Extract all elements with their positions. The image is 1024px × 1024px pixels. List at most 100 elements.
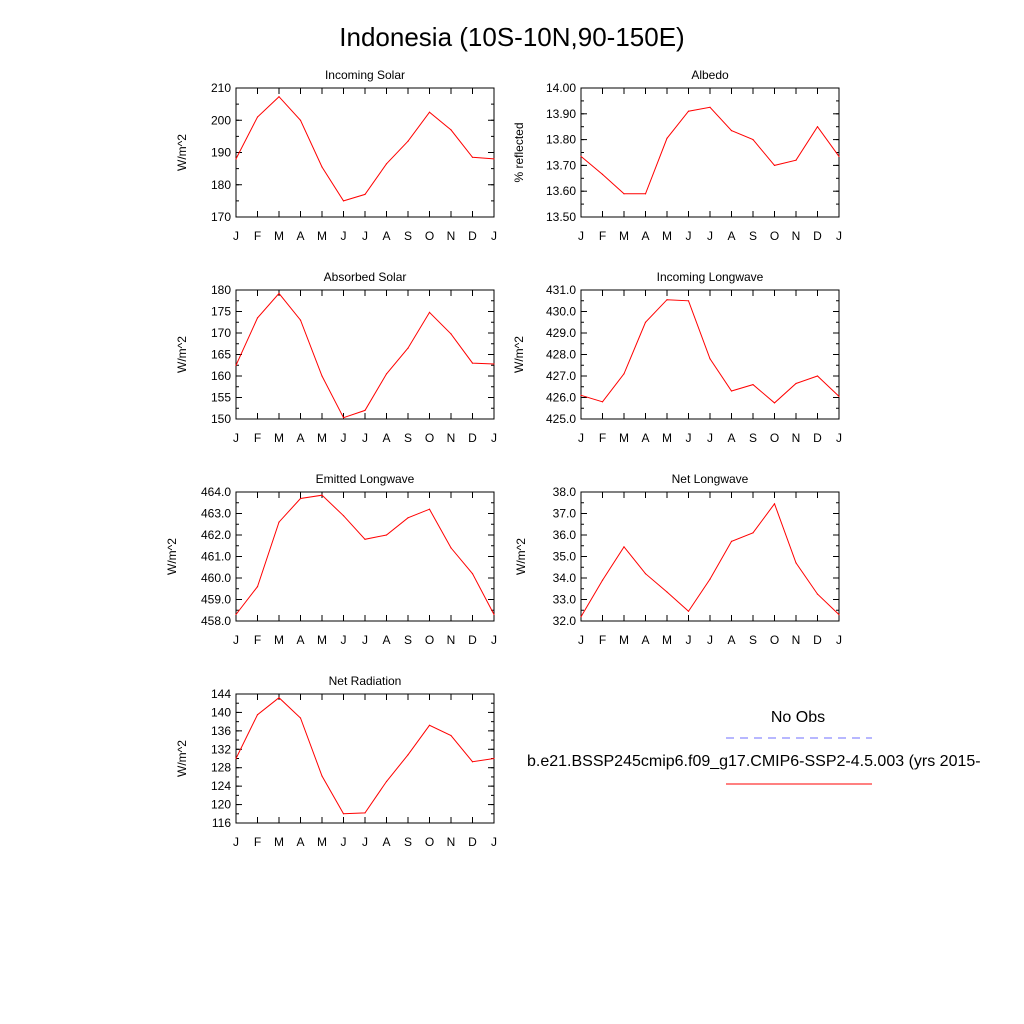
data-point bbox=[407, 517, 409, 519]
plot-frame bbox=[580, 289, 840, 420]
y-tick-label: 155 bbox=[211, 391, 231, 405]
data-point bbox=[795, 382, 797, 385]
x-tick-label: S bbox=[404, 229, 412, 243]
x-tick-label: A bbox=[382, 633, 390, 647]
data-point bbox=[644, 573, 647, 575]
x-tick-label: A bbox=[382, 229, 390, 243]
data-point bbox=[428, 508, 431, 510]
data-point bbox=[493, 363, 495, 365]
y-tick-label: 180 bbox=[211, 178, 231, 192]
data-point bbox=[601, 401, 604, 403]
x-tick-label: J bbox=[362, 431, 368, 445]
x-tick-label: M bbox=[619, 633, 629, 647]
x-tick-label: S bbox=[749, 229, 757, 243]
data-point bbox=[364, 538, 366, 540]
x-tick-label: A bbox=[727, 431, 735, 445]
y-tick-label: 13.50 bbox=[546, 210, 576, 224]
x-tick-label: M bbox=[662, 633, 672, 647]
data-point bbox=[580, 394, 582, 396]
plot-frame bbox=[235, 87, 495, 218]
data-point bbox=[816, 593, 819, 595]
x-tick-label: J bbox=[686, 633, 692, 647]
data-point bbox=[493, 158, 495, 160]
data-point bbox=[601, 579, 604, 581]
x-tick-label: F bbox=[599, 633, 606, 647]
x-tick-label: M bbox=[274, 229, 284, 243]
y-tick-label: 32.0 bbox=[553, 614, 577, 628]
y-tick-label: 426.0 bbox=[546, 391, 576, 405]
y-tick-label: 425.0 bbox=[546, 412, 576, 426]
x-tick-label: J bbox=[707, 633, 713, 647]
x-tick-label: J bbox=[707, 229, 713, 243]
x-tick-label: J bbox=[686, 229, 692, 243]
data-point bbox=[256, 714, 259, 716]
plot-frame bbox=[235, 491, 495, 622]
data-point bbox=[752, 384, 754, 386]
data-point bbox=[428, 724, 431, 726]
y-tick-label: 160 bbox=[211, 369, 231, 383]
data-point bbox=[687, 610, 690, 612]
x-tick-label: D bbox=[468, 835, 477, 849]
data-point bbox=[450, 333, 452, 335]
data-point bbox=[471, 156, 474, 158]
series-line bbox=[235, 292, 495, 419]
data-point bbox=[385, 534, 388, 536]
y-tick-label: 180 bbox=[211, 283, 231, 297]
data-point bbox=[278, 521, 280, 523]
data-point bbox=[450, 547, 452, 549]
y-axis-label: W/m^2 bbox=[165, 538, 179, 575]
y-axis-label: W/m^2 bbox=[175, 740, 189, 777]
data-point bbox=[752, 139, 754, 141]
x-tick-label: S bbox=[404, 431, 412, 445]
x-tick-label: J bbox=[836, 229, 842, 243]
data-point bbox=[342, 200, 345, 202]
y-tick-label: 170 bbox=[211, 326, 231, 340]
y-tick-label: 461.0 bbox=[201, 550, 231, 564]
x-tick-label: O bbox=[425, 633, 434, 647]
y-tick-label: 459.0 bbox=[201, 593, 231, 607]
y-axis-label: W/m^2 bbox=[514, 538, 528, 575]
data-point bbox=[342, 813, 345, 815]
data-point bbox=[407, 347, 409, 349]
x-tick-label: A bbox=[296, 835, 304, 849]
x-tick-label: J bbox=[341, 633, 347, 647]
data-point bbox=[623, 373, 625, 375]
y-tick-label: 13.80 bbox=[546, 133, 576, 147]
panel-title: Emitted Longwave bbox=[316, 472, 415, 486]
x-tick-label: M bbox=[274, 835, 284, 849]
x-tick-label: F bbox=[254, 229, 261, 243]
x-tick-label: J bbox=[362, 633, 368, 647]
x-tick-label: M bbox=[662, 431, 672, 445]
x-tick-label: J bbox=[233, 633, 239, 647]
data-point bbox=[493, 757, 495, 760]
x-tick-label: A bbox=[296, 229, 304, 243]
data-point bbox=[385, 163, 388, 165]
data-point bbox=[278, 292, 280, 294]
y-tick-label: 140 bbox=[211, 705, 231, 719]
data-point bbox=[299, 717, 302, 719]
y-tick-label: 427.0 bbox=[546, 369, 576, 383]
y-tick-label: 35.0 bbox=[553, 550, 577, 564]
data-point bbox=[773, 164, 776, 166]
x-tick-label: F bbox=[599, 431, 606, 445]
series-line bbox=[580, 299, 840, 404]
y-tick-label: 144 bbox=[211, 687, 231, 701]
x-tick-label: O bbox=[770, 431, 779, 445]
data-point bbox=[773, 503, 776, 505]
data-point bbox=[623, 193, 625, 195]
y-tick-label: 190 bbox=[211, 146, 231, 160]
data-point bbox=[256, 116, 259, 118]
x-tick-label: J bbox=[578, 431, 584, 445]
x-tick-label: F bbox=[254, 633, 261, 647]
data-point bbox=[364, 812, 366, 814]
y-axis-label: W/m^2 bbox=[512, 336, 526, 373]
y-tick-label: 210 bbox=[211, 81, 231, 95]
y-tick-label: 460.0 bbox=[201, 571, 231, 585]
x-tick-label: A bbox=[296, 633, 304, 647]
x-tick-label: A bbox=[382, 431, 390, 445]
y-tick-label: 428.0 bbox=[546, 348, 576, 362]
data-point bbox=[730, 130, 733, 132]
